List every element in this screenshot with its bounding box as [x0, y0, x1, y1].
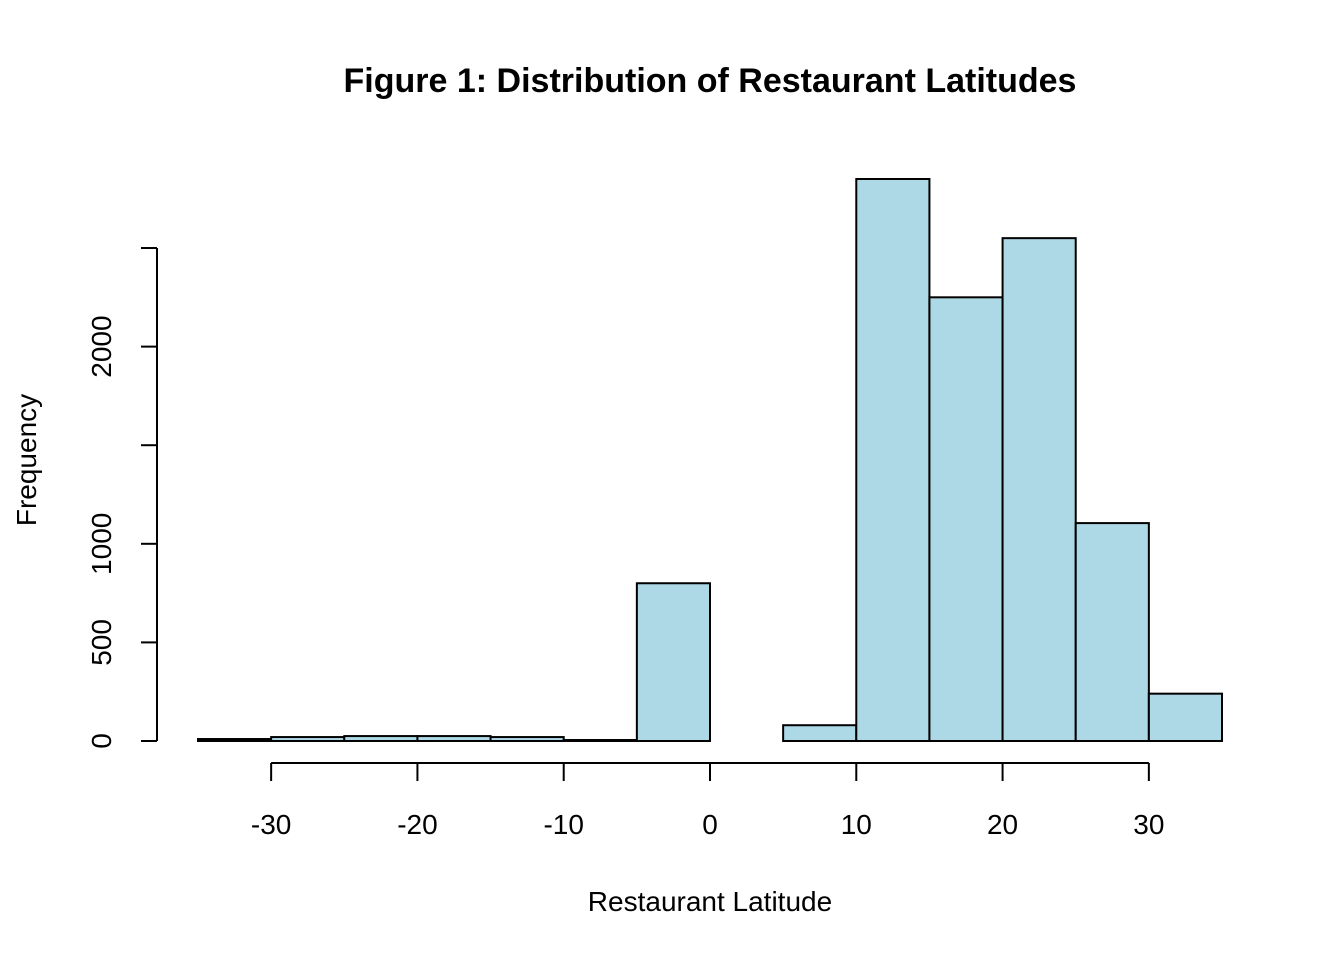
- y-tick-label: 500: [86, 619, 117, 666]
- histogram-bar-11: [1001, 237, 1077, 742]
- histogram-bar-13: [1147, 692, 1224, 743]
- y-tick-label: 0: [86, 733, 117, 749]
- x-axis-label: Restaurant Latitude: [588, 886, 832, 917]
- x-tick-label: -30: [251, 809, 291, 840]
- histogram-bar-9: [855, 178, 931, 742]
- y-tick-label: 1000: [86, 513, 117, 575]
- x-tick-label: 20: [987, 809, 1018, 840]
- x-tick-label: -20: [397, 809, 437, 840]
- histogram-bar-3: [416, 735, 492, 743]
- y-axis-label: Frequency: [11, 394, 42, 526]
- x-tick-label: -10: [543, 809, 583, 840]
- histogram-bar-6: [635, 582, 711, 742]
- histogram-bar-10: [928, 296, 1004, 742]
- x-tick-label: 0: [702, 809, 718, 840]
- histogram-bar-0: [197, 738, 273, 743]
- x-tick-label: 10: [841, 809, 872, 840]
- y-axis: 0 500 1000 2000: [86, 247, 158, 749]
- x-axis: -30 -20 -10 0 10 20 30: [251, 762, 1164, 840]
- histogram-bar-5: [562, 739, 638, 743]
- histogram-bar-2: [343, 735, 419, 743]
- chart-title: Figure 1: Distribution of Restaurant Lat…: [344, 62, 1077, 100]
- histogram-bar-8: [782, 724, 858, 742]
- histogram-bars: [197, 178, 1224, 743]
- y-tick-label: 2000: [86, 315, 117, 377]
- histogram-bar-1: [270, 736, 346, 743]
- histogram-bar-4: [489, 736, 565, 743]
- x-tick-label: 30: [1133, 809, 1164, 840]
- histogram-bar-12: [1074, 522, 1150, 742]
